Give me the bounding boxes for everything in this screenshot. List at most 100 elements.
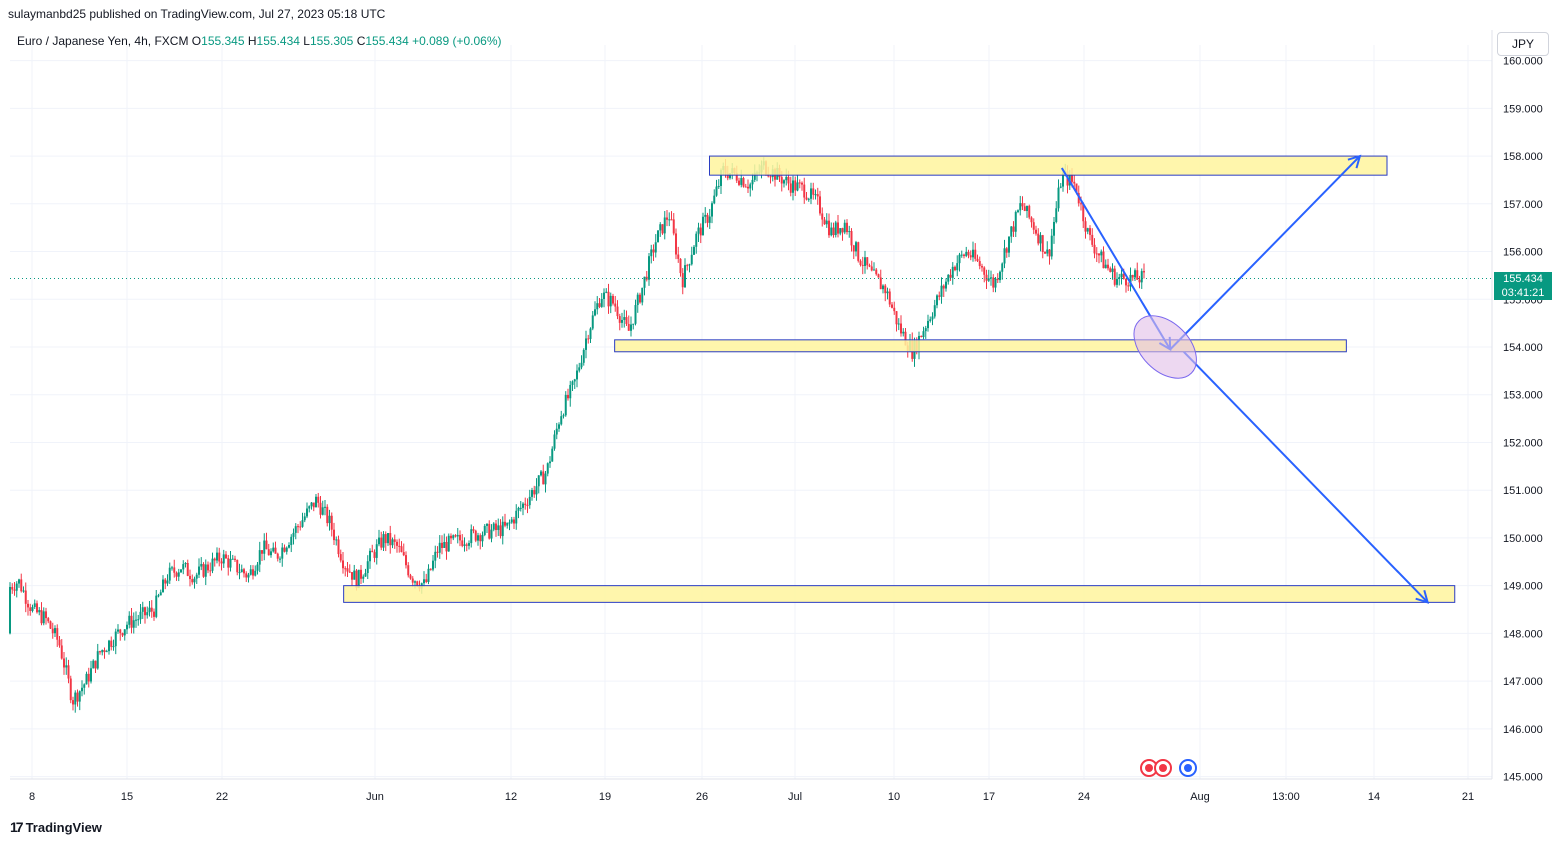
candle-body	[195, 574, 198, 579]
zone-rectangle[interactable]	[709, 155, 1388, 176]
candle-body	[42, 611, 45, 624]
candle-body	[706, 214, 709, 223]
candle-body	[879, 277, 882, 290]
target-ellipse[interactable]	[1122, 304, 1208, 390]
candle-body	[976, 258, 979, 262]
candle-body	[90, 668, 92, 682]
candle-body	[560, 416, 563, 425]
zone-rectangle[interactable]	[614, 339, 1347, 353]
candle-body	[549, 461, 551, 464]
candle-body	[1125, 278, 1127, 286]
candle-body	[738, 180, 740, 185]
candle-body	[265, 540, 268, 550]
candle-body	[337, 539, 340, 555]
candle-body	[207, 564, 209, 571]
close-label: C	[356, 34, 366, 48]
candle-body	[103, 650, 106, 652]
price-tick-label: 147.000	[1503, 676, 1543, 688]
zone-rectangle[interactable]	[343, 585, 1456, 603]
candle-body	[110, 640, 113, 647]
candle-body	[139, 611, 142, 620]
time-tick-label: 24	[1078, 791, 1090, 803]
candle-body	[875, 269, 878, 275]
candle-body	[578, 367, 581, 371]
candle-body	[447, 535, 450, 552]
price-axis[interactable]: 145.000 146.000 147.000 148.000 149.000 150.0…	[1491, 30, 1543, 784]
candle-body	[499, 525, 502, 537]
time-axis[interactable]: 8 15 22 Jun 12 19 26 Jul 10 17 24 Aug 13:00 14 21	[10, 778, 1492, 803]
candle-body	[168, 567, 171, 581]
candle-body	[22, 590, 25, 592]
candle-body	[148, 607, 151, 613]
candle-body	[396, 541, 398, 546]
candle-body	[117, 629, 119, 632]
time-tick-label: 26	[696, 791, 708, 803]
candle-body	[569, 384, 572, 399]
candle-body	[339, 554, 342, 561]
candle-body	[483, 525, 486, 535]
tradingview-logo[interactable]: 17 TradingView	[10, 819, 102, 835]
candle-body	[157, 595, 160, 597]
candle-body	[1039, 235, 1042, 244]
candle-body	[983, 267, 986, 275]
candle-body	[825, 220, 828, 225]
candle-body	[902, 331, 905, 334]
candle-body	[288, 545, 290, 548]
event-icons[interactable]	[1140, 759, 1197, 777]
candle-body	[29, 607, 32, 612]
candle-body	[654, 242, 657, 253]
candle-body	[873, 269, 875, 271]
candle-body	[625, 317, 628, 324]
candle-body	[373, 552, 376, 558]
time-tick-label: Jul	[788, 791, 802, 803]
candle-body	[567, 394, 569, 399]
candle-body	[551, 448, 554, 462]
change-value: +0.089 (+0.06%)	[412, 34, 502, 48]
trend-arrow[interactable]	[1183, 351, 1428, 603]
candle-body	[571, 381, 574, 385]
candle-body	[229, 558, 232, 568]
candle-body	[531, 490, 533, 497]
candle-body	[38, 610, 41, 613]
candle-body	[1028, 205, 1031, 218]
candle-body	[639, 294, 641, 303]
trend-arrow[interactable]	[1169, 156, 1360, 351]
candle-body	[346, 568, 349, 572]
candle-body	[342, 560, 344, 569]
candle-body	[839, 228, 842, 234]
candle-body	[497, 525, 500, 531]
event-flag-dot	[1145, 764, 1153, 772]
candle-body	[981, 266, 983, 268]
candle-body	[855, 242, 857, 252]
candle-body	[623, 317, 626, 320]
candle-body	[272, 547, 275, 552]
candle-body	[1129, 274, 1132, 287]
candle-body	[591, 315, 594, 329]
candle-body	[459, 534, 461, 541]
candle-body	[78, 691, 81, 702]
candle-body	[679, 258, 682, 274]
candle-body	[1122, 273, 1125, 279]
candle-body	[47, 618, 50, 622]
candle-body	[720, 170, 722, 186]
time-tick-label: 12	[505, 791, 517, 803]
candle-body	[859, 260, 862, 265]
candle-body	[488, 523, 491, 539]
candle-body	[414, 581, 416, 583]
candle-body	[85, 673, 88, 685]
candle-body	[1091, 234, 1094, 245]
price-tick-label: 145.000	[1503, 772, 1543, 784]
candle-body	[652, 249, 655, 253]
currency-button[interactable]: JPY	[1497, 32, 1549, 56]
candle-body	[594, 309, 596, 316]
candle-body	[407, 565, 410, 576]
candle-body	[472, 529, 475, 531]
candle-body	[222, 554, 225, 564]
candle-body	[72, 700, 74, 705]
candle-body	[929, 319, 932, 321]
candle-body	[769, 176, 772, 178]
candle-body	[960, 254, 963, 256]
candle-body	[375, 544, 378, 558]
candle-body	[927, 320, 929, 329]
